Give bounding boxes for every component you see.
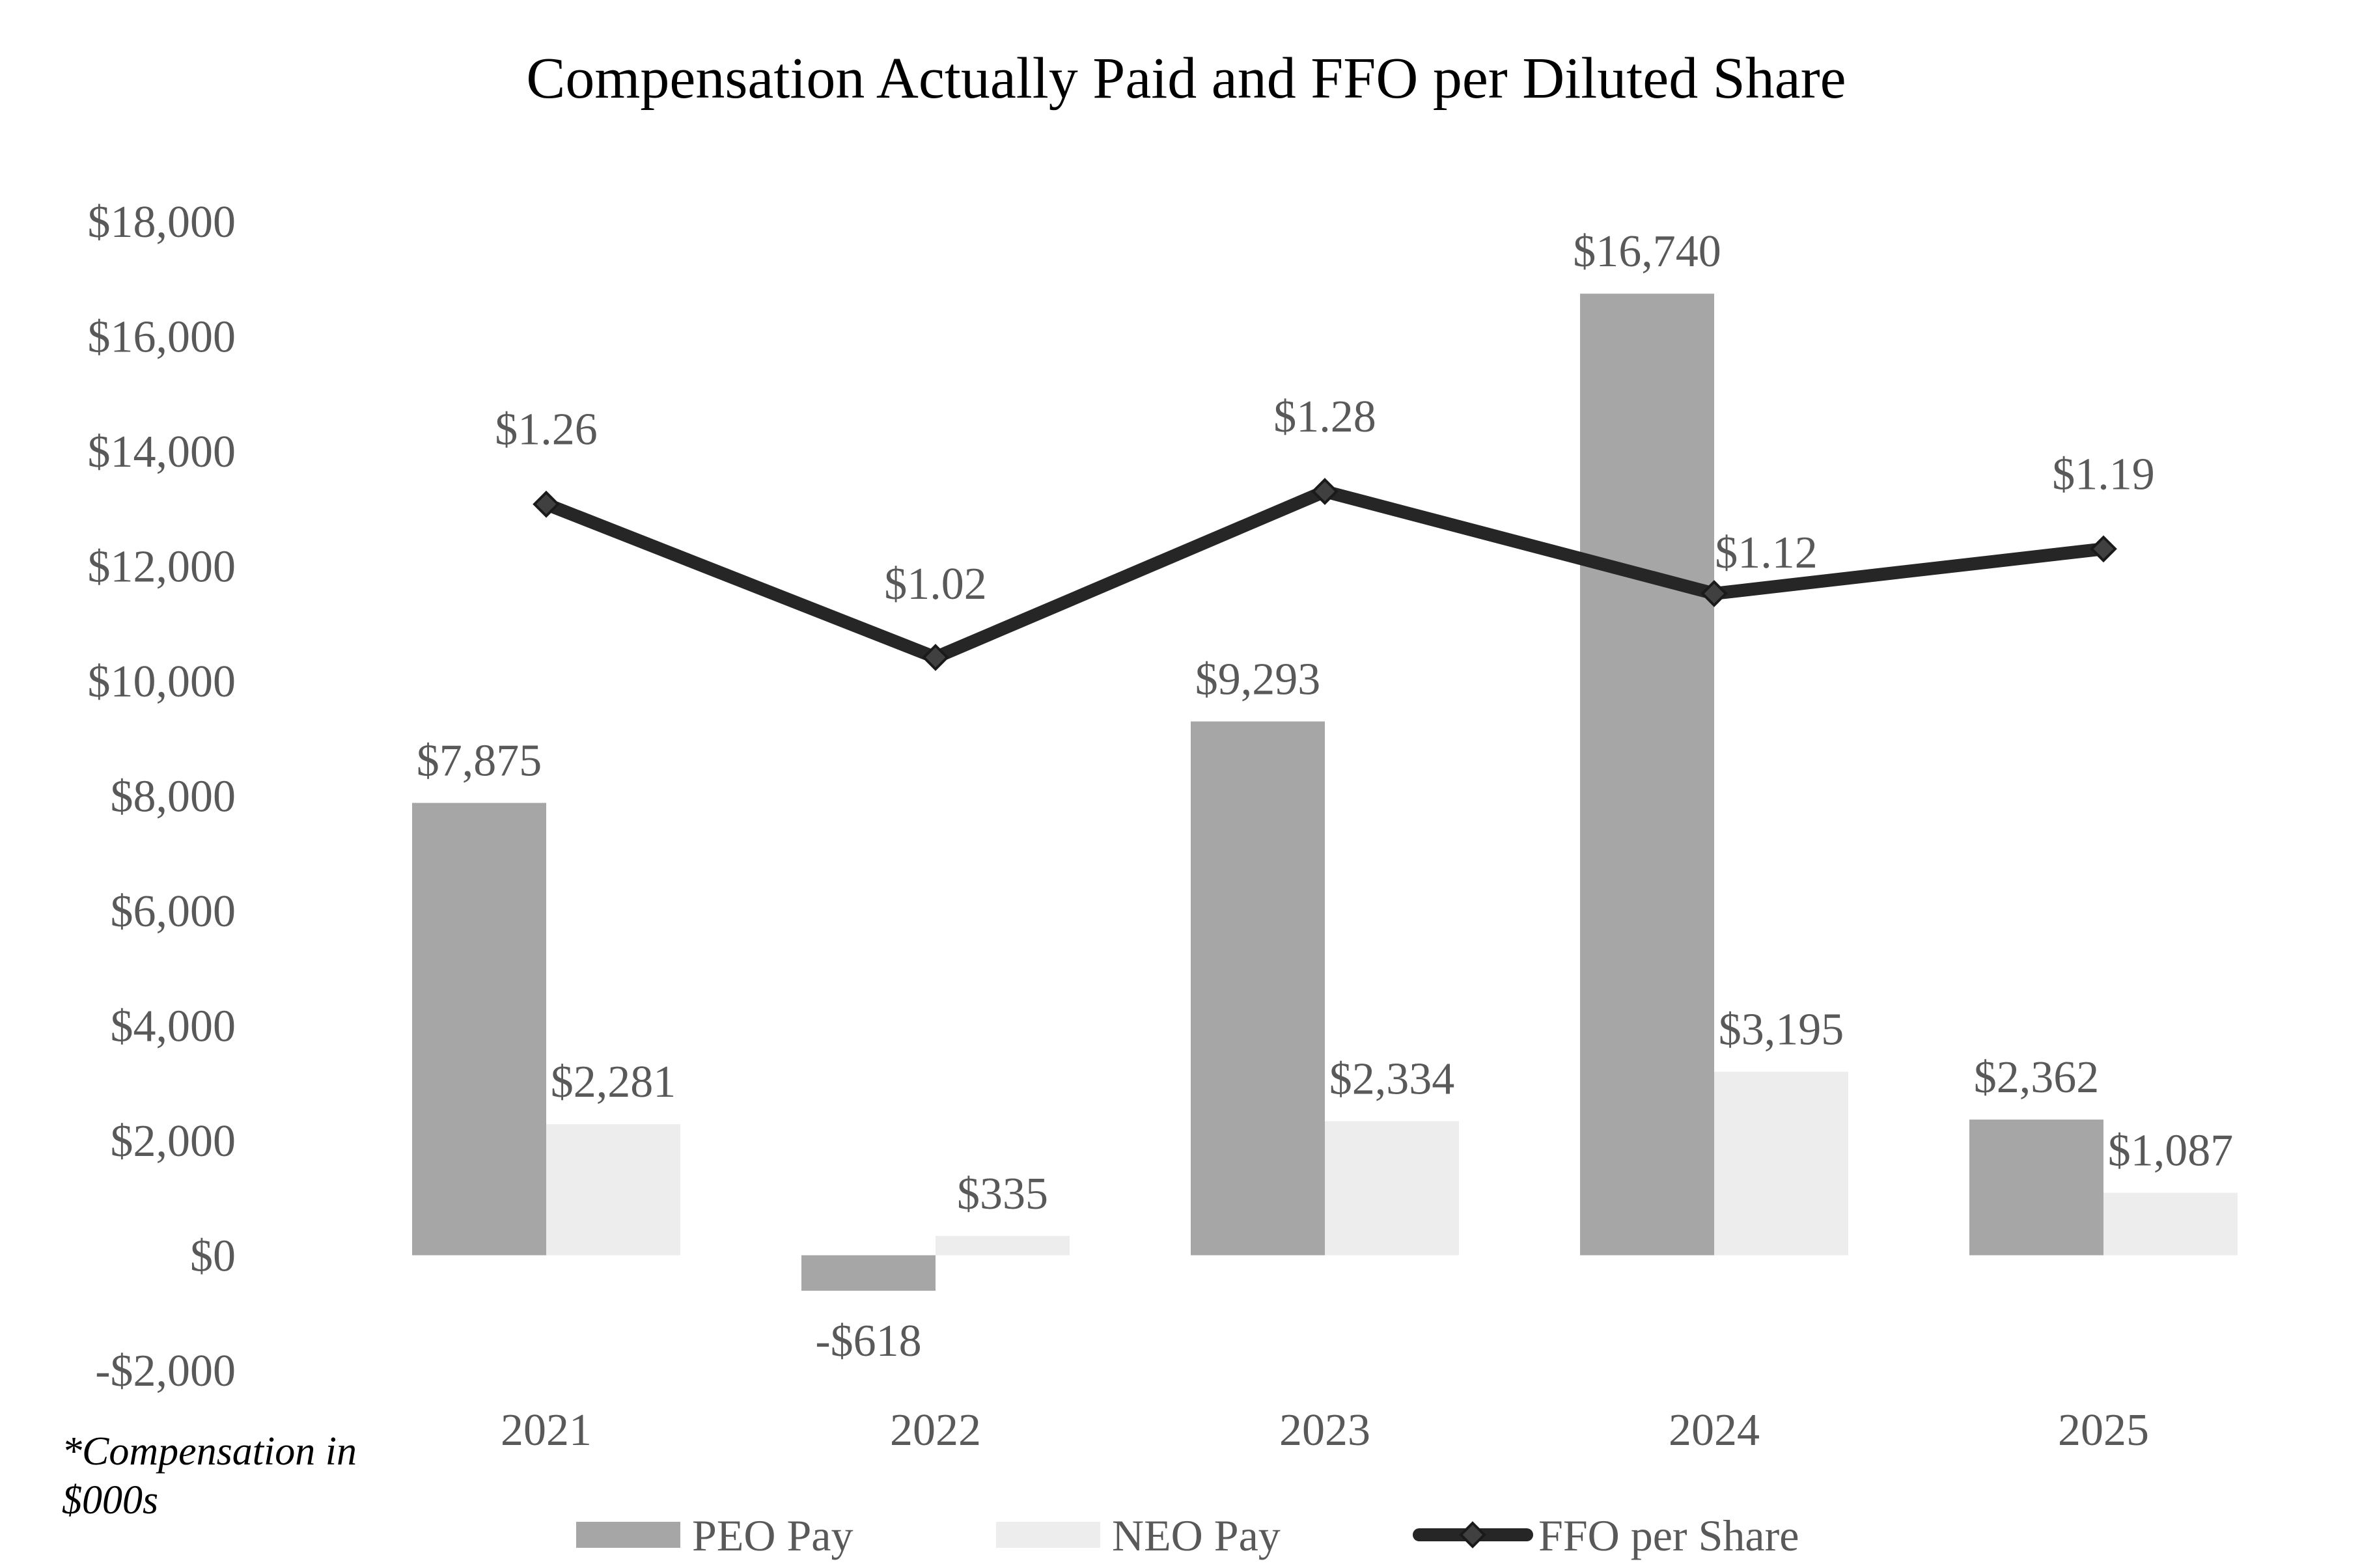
legend-marker-ffo-per-share <box>1459 1521 1486 1548</box>
legend-swatch-neo-pay <box>996 1522 1100 1548</box>
ffo-per-share-label-2024: $1.12 <box>1715 528 1818 578</box>
legend-label-ffo-per-share: FFO per Share <box>1538 1511 1799 1560</box>
legend-label-peo-pay: PEO Pay <box>692 1511 853 1560</box>
ffo-per-share-label-2023: $1.28 <box>1273 392 1376 442</box>
x-tick-label-2023: 2023 <box>1279 1405 1370 1455</box>
y-tick-label-2-000: -$2,000 <box>95 1346 236 1396</box>
y-tick-label-4-000: $4,000 <box>111 1002 236 1052</box>
ffo-line-group <box>533 478 2117 671</box>
neo-pay-label-2022: $335 <box>957 1169 1048 1219</box>
peo-pay-label-2023: $9,293 <box>1195 654 1321 704</box>
y-tick-label-10-000: $10,000 <box>88 657 236 707</box>
y-tick-label-0: $0 <box>190 1231 236 1282</box>
note-line-2: $000s <box>62 1478 158 1522</box>
peo-pay-label-2025: $2,362 <box>1974 1052 2100 1103</box>
neo-pay-label-2024: $3,195 <box>1719 1005 1844 1055</box>
peo-pay-label-2022: -$618 <box>815 1316 921 1366</box>
ffo-per-share-marker-2023 <box>1311 478 1339 505</box>
legend: PEO Pay NEO Pay FFO per Share <box>576 1511 1799 1560</box>
x-tick-label-2025: 2025 <box>2058 1405 2149 1455</box>
ffo-per-share-marker-2022 <box>922 644 949 671</box>
peo-pay-label-2024: $16,740 <box>1573 227 1721 277</box>
y-tick-label-8-000: $8,000 <box>111 772 236 822</box>
y-tick-label-14-000: $14,000 <box>88 427 236 477</box>
peo-pay-bar-2025 <box>1969 1120 2103 1256</box>
ffo-per-share-line <box>540 485 2110 664</box>
neo-pay-bar-2023 <box>1325 1121 1459 1256</box>
data-labels: $7,875 -$618 $9,293 $16,740 $2,362 $2,281 $335… <box>417 227 2234 1366</box>
ffo-per-share-marker-2021 <box>533 490 560 518</box>
neo-pay-bar-2021 <box>546 1124 680 1256</box>
peo-pay-bar-2021 <box>412 803 546 1256</box>
peo-pay-bar-2022 <box>801 1255 936 1291</box>
ffo-per-share-marker-2025 <box>2090 535 2117 563</box>
x-tick-label-2022: 2022 <box>890 1405 981 1455</box>
neo-pay-label-2025: $1,087 <box>2108 1126 2234 1176</box>
legend-label-neo-pay: NEO Pay <box>1112 1511 1281 1560</box>
y-tick-label-16-000: $16,000 <box>88 312 236 363</box>
y-tick-label-12-000: $12,000 <box>88 542 236 592</box>
x-tick-label-2024: 2024 <box>1669 1405 1760 1455</box>
chart-title: Compensation Actually Paid and FFO per D… <box>526 46 1846 111</box>
neo-pay-bar-2025 <box>2103 1192 2238 1256</box>
neo-pay-bar-2024 <box>1714 1071 1848 1256</box>
ffo-per-share-label-2025: $1.19 <box>2052 449 2155 499</box>
ffo-per-share-marker-2024 <box>1700 580 1728 607</box>
peo-pay-bar-2023 <box>1191 721 1325 1256</box>
x-axis-ticks: 2021 2022 2023 2024 2025 <box>501 1405 2149 1455</box>
compensation-note: *Compensation in $000s <box>62 1429 367 1522</box>
y-axis-ticks: -$2,000 $0 $2,000 $4,000 $6,000 $8,000 $10,000… <box>88 197 236 1396</box>
note-line-1: *Compensation in <box>62 1429 357 1474</box>
legend-swatch-peo-pay <box>576 1522 680 1548</box>
peo-pay-bar-2024 <box>1580 294 1714 1256</box>
neo-pay-label-2021: $2,281 <box>551 1057 676 1107</box>
y-tick-label-6-000: $6,000 <box>111 887 236 937</box>
neo-pay-bar-2022 <box>936 1235 1070 1256</box>
y-tick-label-2-000: $2,000 <box>111 1116 236 1166</box>
neo-pay-label-2023: $2,334 <box>1329 1054 1455 1105</box>
ffo-per-share-label-2021: $1.26 <box>495 405 598 455</box>
bars-group <box>412 294 2238 1291</box>
ffo-per-share-label-2022: $1.02 <box>884 559 987 609</box>
y-tick-label-18-000: $18,000 <box>88 197 236 247</box>
peo-pay-label-2021: $7,875 <box>417 736 542 786</box>
x-tick-label-2021: 2021 <box>501 1405 592 1455</box>
